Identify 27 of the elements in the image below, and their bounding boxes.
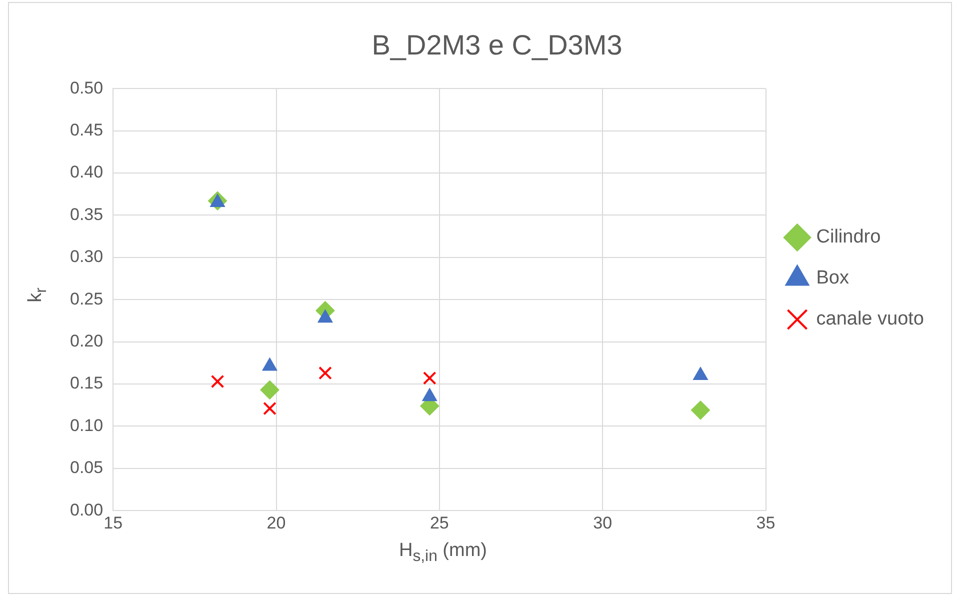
point xyxy=(210,374,224,388)
y-tick-label: 0.20 xyxy=(70,331,104,350)
y-tick-label: 0.05 xyxy=(70,458,104,478)
y-tick-label: 0.25 xyxy=(70,289,104,308)
y-tick-label: 0.50 xyxy=(70,78,104,98)
point xyxy=(260,380,280,400)
x-tick-label: 15 xyxy=(104,513,123,532)
y-tick-label: 0.35 xyxy=(70,204,104,224)
y-tick-label: 0.10 xyxy=(70,416,104,435)
x-axis-title: H$_{s,in}$ (mm) xyxy=(399,540,487,566)
point xyxy=(263,402,276,416)
point xyxy=(318,366,332,380)
y-tick-label: 0.00 xyxy=(70,500,104,520)
legend-label: canale vuoto xyxy=(816,308,924,330)
chart-title: B_D2M3 e C_D3M3 xyxy=(372,30,622,61)
x-tick-label: 35 xyxy=(756,513,776,532)
y-tick-label: 0.45 xyxy=(70,120,104,140)
point xyxy=(422,371,436,385)
legend-label: Cilindro xyxy=(816,226,881,248)
x-tick-label: 25 xyxy=(430,513,449,532)
point xyxy=(690,400,710,420)
y-tick-label: 0.15 xyxy=(70,374,104,393)
x-tick-label: 20 xyxy=(266,513,286,532)
y-tick-label: 0.40 xyxy=(70,162,104,182)
y-tick-label: 0.30 xyxy=(70,247,104,266)
x-tick-label: 30 xyxy=(593,513,612,532)
legend-label: Box xyxy=(816,268,850,289)
